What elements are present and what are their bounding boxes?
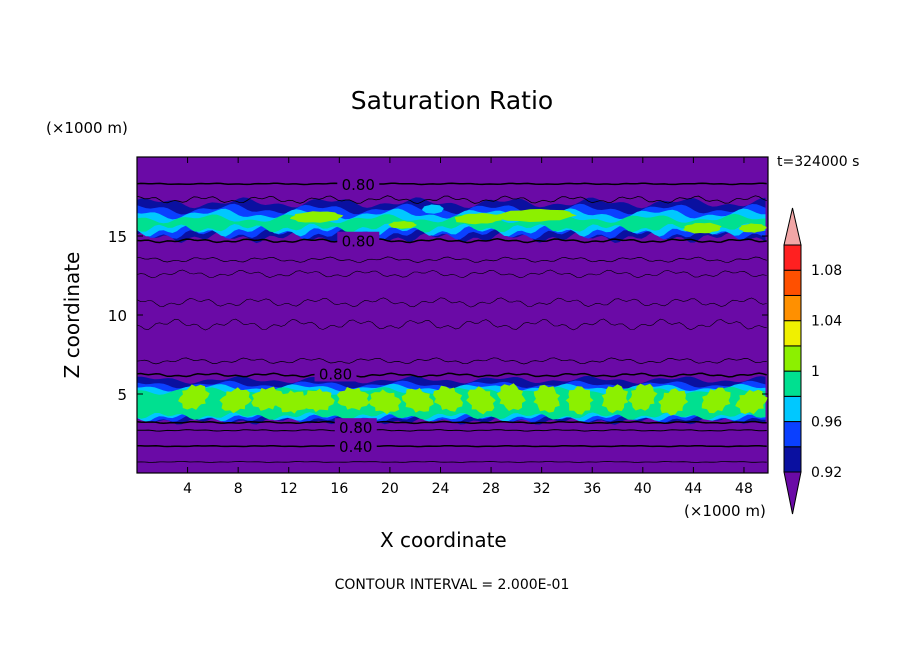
x-tick-label: 40 xyxy=(634,481,652,497)
contour-line xyxy=(137,357,767,365)
contour-line xyxy=(137,429,767,432)
colorbar-tick-label: 1.04 xyxy=(811,314,842,330)
x-tick-label: 32 xyxy=(533,481,551,497)
lower-layer-patch-102 xyxy=(628,383,658,411)
chart-title: Saturation Ratio xyxy=(350,86,554,115)
lower-layer-patch-102 xyxy=(251,386,284,411)
contour-line xyxy=(137,195,767,205)
contour-line-080-base xyxy=(137,420,767,425)
lower-layer-patch-102 xyxy=(300,388,335,413)
x-tick-label: 24 xyxy=(432,481,450,497)
contour-lines xyxy=(137,182,767,463)
saturation-field xyxy=(137,157,768,473)
upper-layer-patch-102 xyxy=(455,213,502,225)
x-tick-label: 36 xyxy=(583,481,601,497)
x-tick-label: 12 xyxy=(280,481,298,497)
y-tick-label: 5 xyxy=(117,386,127,404)
lower-layer-patch-102 xyxy=(219,387,252,414)
contour-line-080-top xyxy=(137,182,767,186)
colorbar-tick-label: 1 xyxy=(811,364,820,380)
colorbar-tick-label: 1.08 xyxy=(811,263,842,279)
x-tick-label: 8 xyxy=(234,481,243,497)
lower-layer-patch-102 xyxy=(496,383,526,411)
lower-layer-patch-102 xyxy=(735,389,768,415)
colorbar-swatch xyxy=(783,345,802,372)
upper-layer-patch-102 xyxy=(682,222,722,234)
lower-layer-patch-102 xyxy=(466,386,496,415)
x-tick-label: 28 xyxy=(482,481,500,497)
lower-layer-patch-102 xyxy=(433,385,463,412)
lower-layer-patch-102 xyxy=(658,388,689,416)
colorbar-under-arrow xyxy=(783,471,802,515)
lower-layer-patch-102 xyxy=(368,389,402,415)
lower-layer-patch-102 xyxy=(336,387,370,411)
colorbar-swatch xyxy=(783,395,802,423)
upper-layer-patch-102 xyxy=(493,209,577,222)
contour-label: 0.80 xyxy=(319,365,352,383)
contour-line xyxy=(137,318,767,331)
colorbar: 0.92 0.96 1 1.04 1.08 xyxy=(783,207,842,515)
colorbar-swatch xyxy=(783,370,802,397)
x-tick-label: 16 xyxy=(330,481,348,497)
contour-label-bg xyxy=(337,231,380,249)
x-tick-label: 48 xyxy=(735,481,753,497)
contour-line xyxy=(137,297,767,308)
x-axis-ticks: 4 8 12 16 20 24 28 32 36 40 44 48 xyxy=(183,157,753,497)
colorbar-swatch xyxy=(783,244,802,271)
contour-line-040 xyxy=(137,444,767,448)
colorbar-over-arrow xyxy=(783,207,802,246)
lower-layer-patch-102 xyxy=(178,384,210,410)
contour-label-bg xyxy=(334,418,377,436)
x-axis-label: X coordinate xyxy=(380,528,507,552)
contour-line xyxy=(137,461,767,463)
upper-layer-patch-102 xyxy=(738,223,767,233)
contour-line xyxy=(137,269,767,279)
x-tick-label: 4 xyxy=(183,481,192,497)
contour-line xyxy=(137,256,767,263)
lower-layer-patch-102 xyxy=(276,390,309,414)
colorbar-swatch xyxy=(783,421,802,448)
upper-layer-patch-102 xyxy=(388,221,417,229)
colorbar-swatch xyxy=(783,269,802,296)
contour-line-080-upper xyxy=(137,238,767,244)
contour-label: 0.80 xyxy=(342,233,375,251)
contour-label-bg xyxy=(314,364,357,382)
x-axis-unit: (×1000 m) xyxy=(684,502,766,520)
contour-labels: 0.800.800.800.800.40 xyxy=(314,174,380,456)
colorbar-swatch xyxy=(783,294,802,322)
contour-line-080-lower xyxy=(137,372,767,378)
lower-layer-patch-102 xyxy=(701,387,731,414)
contour-label-bg xyxy=(337,174,380,192)
lower-layer-patch-102 xyxy=(533,384,561,413)
colorbar-tick-label: 0.96 xyxy=(811,415,842,431)
time-label: t=324000 s xyxy=(777,154,860,170)
z-axis-unit: (×1000 m) xyxy=(46,119,128,137)
y-tick-label: 10 xyxy=(108,307,127,325)
colorbar-swatch xyxy=(783,446,802,473)
contour-label: 0.40 xyxy=(339,438,372,456)
colorbar-tick-label: 0.92 xyxy=(811,465,842,481)
y-tick-label: 15 xyxy=(108,228,127,246)
lower-layer-patch-102 xyxy=(565,386,594,415)
contour-label: 0.80 xyxy=(339,419,372,437)
lower-layer-patch-102 xyxy=(401,388,434,413)
contour-interval-note: CONTOUR INTERVAL = 2.000E-01 xyxy=(334,577,570,593)
lower-layer-patch-102 xyxy=(601,384,629,414)
x-tick-label: 20 xyxy=(381,481,399,497)
contour-label-bg xyxy=(334,437,377,455)
upper-layer-patch-102 xyxy=(289,211,344,223)
y-axis-ticks: 5 10 15 xyxy=(108,228,768,404)
contour-label: 0.80 xyxy=(342,176,375,194)
x-tick-label: 44 xyxy=(684,481,702,497)
upper-layer-hole xyxy=(422,204,444,214)
colorbar-swatch xyxy=(783,320,802,347)
